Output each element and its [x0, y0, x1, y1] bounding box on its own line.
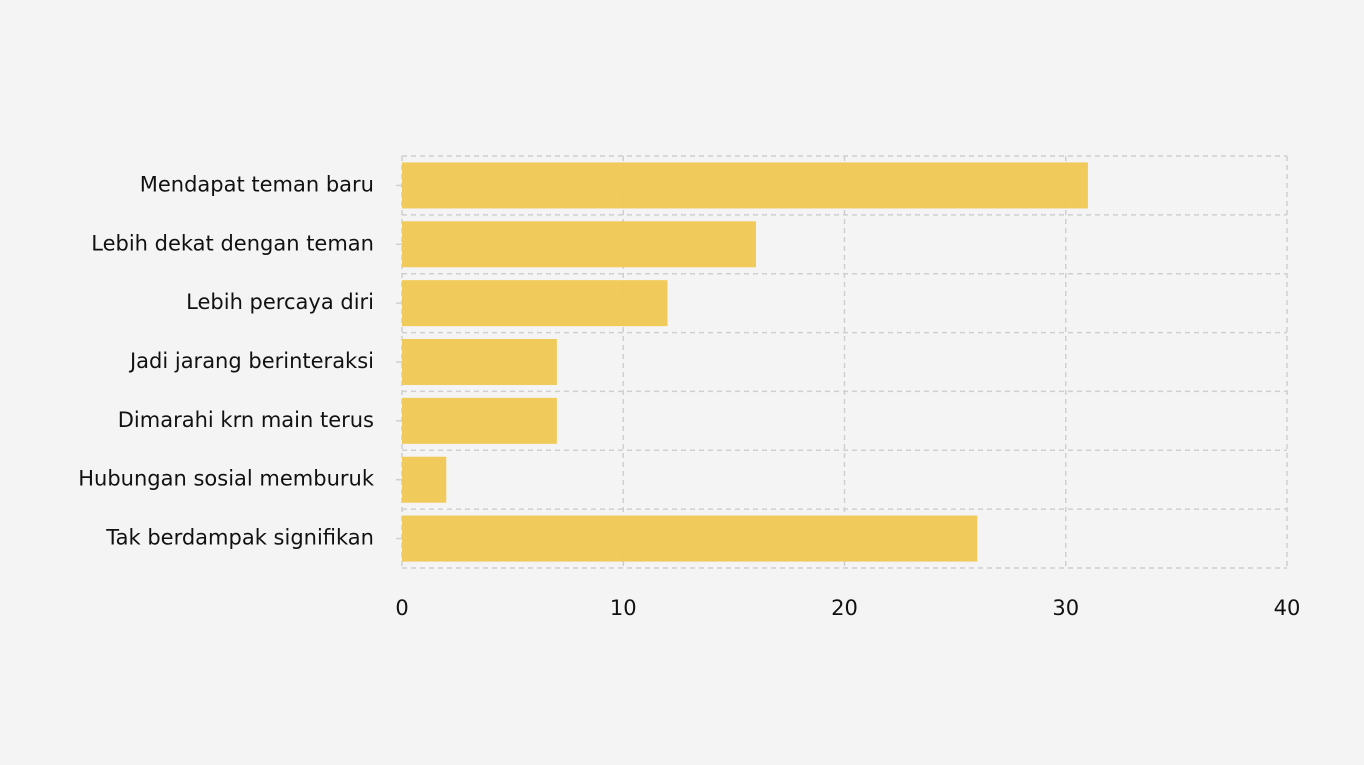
y-tick-label: Lebih dekat dengan teman [91, 231, 374, 255]
y-tick-label: Mendapat teman baru [140, 172, 374, 196]
bar [402, 339, 557, 385]
x-tick-label: 10 [610, 596, 637, 620]
x-tick-label: 20 [831, 596, 858, 620]
bar [402, 456, 447, 503]
bar [402, 397, 557, 444]
x-tick-label: 40 [1274, 596, 1301, 620]
bar [402, 515, 978, 562]
y-tick-label: Hubungan sosial memburuk [78, 467, 375, 491]
y-tick-label: Dimarahi krn main terus [118, 408, 374, 432]
bar [402, 221, 756, 268]
y-tick-label: Jadi jarang berinteraksi [128, 349, 374, 373]
x-tick-label: 30 [1052, 596, 1079, 620]
x-tick-label: 0 [395, 596, 408, 620]
y-tick-label: Tak berdampak signifikan [105, 526, 374, 550]
y-tick-label: Lebih percaya diri [186, 290, 374, 314]
bar [402, 280, 668, 327]
bar [402, 162, 1088, 209]
